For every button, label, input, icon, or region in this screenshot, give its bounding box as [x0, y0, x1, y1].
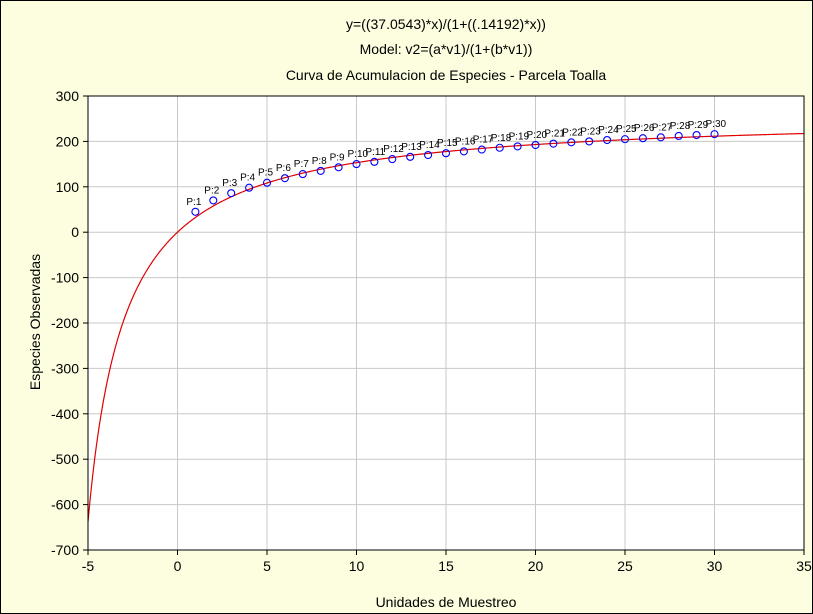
point-label: P:13	[401, 142, 422, 153]
data-point	[567, 138, 576, 147]
x-tick-label: 35	[796, 558, 812, 574]
data-point	[227, 189, 236, 198]
y-axis-ticks: 300 200 100 0 -100 -200 -300 -400 -500 -600 -700	[51, 88, 88, 558]
point-label: P:3	[222, 178, 237, 189]
y-tick-label: -600	[51, 497, 79, 513]
point-label: P:7	[294, 159, 309, 170]
chart-title-line-1: y=((37.0543)*x)/(1+((.14192)*x))	[346, 16, 546, 32]
data-point	[513, 142, 522, 151]
x-axis-ticks: -5 0 5 10 15 20 25 30 35	[82, 550, 812, 574]
point-label: P:30	[706, 119, 727, 130]
point-label: P:15	[437, 138, 458, 149]
y-tick-label: 200	[56, 133, 80, 149]
data-point	[441, 149, 451, 158]
y-tick-label: -200	[51, 315, 79, 331]
point-label: P:21	[544, 129, 565, 140]
point-label: P:20	[527, 130, 548, 141]
data-point	[620, 135, 630, 144]
grid-lines	[88, 96, 804, 550]
point-label: P:4	[240, 173, 255, 184]
point-label: P:12	[383, 144, 404, 155]
data-point	[424, 150, 433, 160]
y-tick-label: -300	[51, 360, 79, 376]
model-curve	[87, 132, 805, 522]
data-point	[459, 147, 468, 156]
x-tick-label: 30	[707, 558, 723, 574]
point-label: P:22	[562, 127, 583, 138]
data-point	[352, 160, 361, 169]
data-point	[710, 130, 719, 139]
data-point	[585, 137, 594, 146]
data-point	[549, 139, 558, 148]
data-point	[191, 207, 200, 216]
data-point	[298, 170, 307, 179]
chart-titles: y=((37.0543)*x)/(1+((.14192)*x)) Model: …	[286, 16, 607, 83]
data-point	[674, 131, 683, 141]
data-point	[638, 134, 647, 143]
x-tick-label: 0	[174, 558, 182, 574]
x-tick-label: 20	[528, 558, 544, 574]
data-point	[370, 157, 379, 166]
point-label: P:23	[580, 126, 601, 137]
y-tick-label: 100	[56, 179, 80, 195]
point-label: P:17	[473, 135, 494, 146]
data-point	[495, 143, 504, 152]
data-point	[245, 183, 254, 192]
point-label: P:11	[365, 147, 385, 158]
point-labels-layer: P:1P:2P:3 P:4 P:5 P:6 P:7 P:8 P:9 P:10P:11P:12P…	[186, 119, 726, 208]
data-point	[316, 166, 325, 175]
point-label: P:6	[276, 163, 291, 174]
point-label: P:28	[670, 121, 691, 132]
point-label: P:14	[419, 140, 440, 151]
y-tick-label: -700	[51, 542, 79, 558]
data-point	[406, 152, 415, 161]
x-tick-label: 10	[349, 558, 365, 574]
chart-title-line-2: Model: v2=(a*v1)/(1+(b*v1))	[360, 41, 533, 57]
point-label: P:1	[186, 197, 201, 208]
y-tick-label: -400	[51, 406, 79, 422]
point-label: P:19	[509, 131, 530, 142]
point-label: P:24	[598, 125, 619, 136]
point-label: P:25	[616, 124, 637, 135]
data-point	[531, 140, 540, 150]
y-tick-label: -500	[51, 451, 79, 467]
data-point	[656, 133, 665, 142]
point-label: P:9	[330, 152, 345, 163]
data-point	[209, 196, 218, 205]
data-points-layer	[191, 130, 719, 216]
point-label: P:27	[652, 122, 673, 133]
point-label: P:2	[204, 185, 219, 196]
data-point	[388, 155, 397, 164]
chart-title-line-3: Curva de Acumulacion de Especies - Parce…	[286, 67, 607, 83]
y-axis-label: Especies Observadas	[27, 254, 43, 390]
x-tick-label: 25	[617, 558, 633, 574]
y-tick-label: 300	[56, 88, 80, 104]
point-label: P:10	[348, 149, 369, 160]
x-tick-label: -5	[82, 558, 95, 574]
point-label: P:16	[455, 136, 476, 147]
x-tick-label: 15	[438, 558, 454, 574]
data-point	[262, 178, 272, 187]
point-label: P:5	[258, 168, 273, 179]
model-curve-layer	[87, 132, 805, 522]
point-label: P:8	[312, 156, 327, 167]
data-point	[280, 174, 289, 183]
data-point	[477, 145, 486, 154]
point-label: P:29	[688, 120, 709, 131]
data-point	[603, 135, 612, 145]
x-axis-label: Unidades de Muestreo	[376, 594, 517, 610]
data-point	[692, 130, 701, 140]
point-label: P:26	[634, 123, 655, 134]
x-tick-label: 5	[263, 558, 271, 574]
y-tick-label: 0	[71, 224, 79, 240]
y-tick-label: -100	[51, 270, 79, 286]
point-label: P:18	[491, 133, 512, 144]
data-point	[334, 163, 343, 172]
